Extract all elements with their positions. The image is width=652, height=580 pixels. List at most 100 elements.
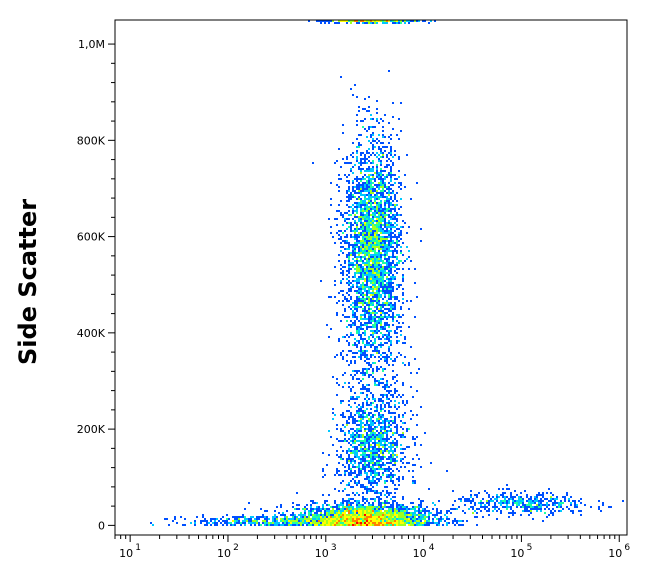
data-point: [390, 476, 392, 478]
data-point: [372, 230, 374, 232]
data-point: [384, 170, 386, 172]
data-point: [356, 286, 358, 288]
data-point: [340, 236, 342, 238]
data-point: [400, 452, 402, 454]
data-point: [344, 470, 346, 472]
data-point: [344, 162, 346, 164]
data-point: [282, 520, 284, 522]
data-point: [390, 358, 392, 360]
data-point: [306, 522, 308, 524]
data-point: [542, 504, 544, 506]
data-point: [402, 458, 404, 460]
data-point: [354, 260, 356, 262]
data-point: [384, 312, 386, 314]
data-point: [370, 240, 372, 242]
data-point: [382, 518, 384, 520]
data-point: [386, 252, 388, 254]
data-point: [386, 520, 388, 522]
data-point: [360, 472, 362, 474]
data-point: [436, 508, 438, 510]
data-point: [366, 292, 368, 294]
data-point: [392, 412, 394, 414]
data-point: [300, 524, 302, 526]
data-point: [378, 462, 380, 464]
data-point: [432, 522, 434, 524]
data-point: [360, 162, 362, 164]
data-point: [376, 270, 378, 272]
data-point: [250, 520, 252, 522]
data-point: [382, 184, 384, 186]
data-point: [348, 448, 350, 450]
data-point: [564, 498, 566, 500]
data-point: [372, 302, 374, 304]
data-point: [374, 442, 376, 444]
data-point: [348, 260, 350, 262]
data-point: [364, 184, 366, 186]
data-point: [338, 524, 340, 526]
data-point: [550, 496, 552, 498]
data-point: [344, 434, 346, 436]
data-point: [356, 228, 358, 230]
data-point: [420, 228, 422, 230]
data-point: [358, 246, 360, 248]
data-point: [358, 382, 360, 384]
data-point: [382, 522, 384, 524]
data-point: [336, 516, 338, 518]
data-point: [384, 268, 386, 270]
data-point: [402, 402, 404, 404]
data-point: [358, 178, 360, 180]
data-point: [424, 524, 426, 526]
data-point: [348, 268, 350, 270]
data-point: [334, 266, 336, 268]
data-point: [372, 332, 374, 334]
data-point: [358, 106, 360, 108]
data-point: [356, 280, 358, 282]
data-point: [352, 398, 354, 400]
data-point: [366, 266, 368, 268]
data-point: [358, 326, 360, 328]
data-point: [598, 500, 600, 502]
data-point: [372, 118, 374, 120]
data-point: [382, 520, 384, 522]
data-point: [366, 242, 368, 244]
data-point: [426, 510, 428, 512]
data-point: [342, 270, 344, 272]
data-point: [384, 232, 386, 234]
data-point: [350, 468, 352, 470]
data-point: [336, 524, 338, 526]
data-point: [412, 514, 414, 516]
data-point: [382, 212, 384, 214]
data-point: [400, 230, 402, 232]
data-point: [382, 386, 384, 388]
data-point: [288, 520, 290, 522]
data-point: [390, 246, 392, 248]
data-point: [348, 518, 350, 520]
data-point: [378, 208, 380, 210]
data-point: [400, 284, 402, 286]
data-point: [352, 520, 354, 522]
data-point: [372, 144, 374, 146]
data-point: [302, 516, 304, 518]
data-point: [350, 286, 352, 288]
data-point: [392, 226, 394, 228]
data-point: [342, 510, 344, 512]
data-point: [400, 460, 402, 462]
data-point: [362, 212, 364, 214]
data-point: [400, 334, 402, 336]
data-point: [372, 226, 374, 228]
data-point: [364, 204, 366, 206]
data-point: [388, 492, 390, 494]
data-point: [378, 134, 380, 136]
data-point: [386, 244, 388, 246]
data-point: [306, 508, 308, 510]
data-point: [342, 440, 344, 442]
data-point: [394, 522, 396, 524]
data-point: [372, 330, 374, 332]
data-point: [338, 186, 340, 188]
data-point: [360, 420, 362, 422]
data-point: [508, 506, 510, 508]
data-point: [358, 286, 360, 288]
data-point: [338, 514, 340, 516]
data-point: [386, 266, 388, 268]
data-point: [360, 516, 362, 518]
